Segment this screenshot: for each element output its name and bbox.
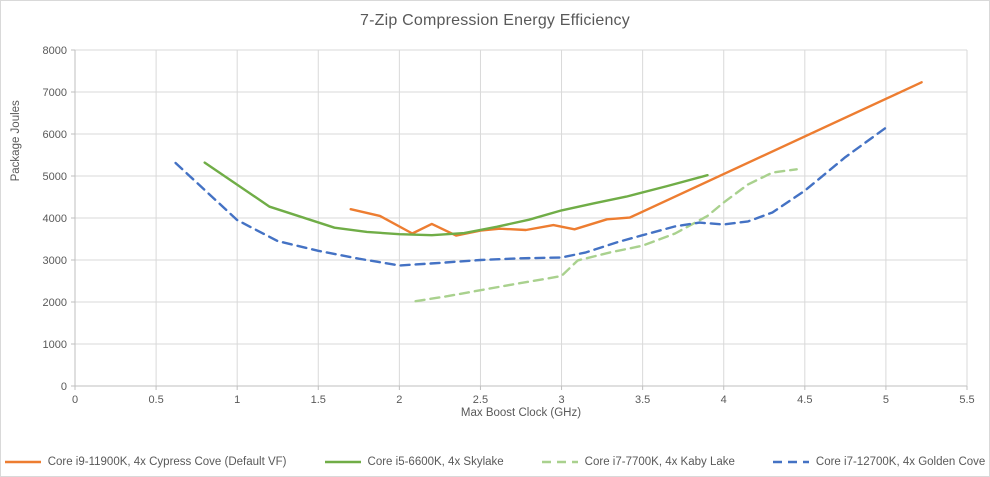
x-tick-label: 0 — [72, 394, 78, 406]
y-tick-label: 8000 — [43, 45, 67, 57]
legend-label: Core i9-11900K, 4x Cypress Cove (Default… — [47, 456, 287, 468]
legend-item: Core i9-11900K, 4x Cypress Cove (Default… — [4, 456, 287, 468]
legend-label: Core i5-6600K, 4x Skylake — [367, 456, 504, 468]
legend-label: Core i7-12700K, 4x Golden Cove — [815, 456, 986, 468]
legend-item: Core i7-12700K, 4x Golden Cove — [772, 456, 986, 468]
x-tick-label: 4.5 — [797, 394, 812, 406]
x-tick-label: 1.5 — [311, 394, 326, 406]
y-tick-label: 3000 — [43, 255, 67, 267]
y-tick-label: 6000 — [43, 129, 67, 141]
series-line — [349, 81, 923, 237]
legend: Core i9-11900K, 4x Cypress Cove (Default… — [1, 456, 989, 468]
x-tick-label: 2 — [396, 394, 402, 406]
gridlines — [75, 49, 968, 386]
axis-lines — [71, 49, 968, 390]
y-tick-label: 2000 — [43, 297, 67, 309]
series-line — [414, 168, 798, 303]
legend-item: Core i5-6600K, 4x Skylake — [324, 456, 504, 468]
y-tick-label: 4000 — [43, 213, 67, 225]
legend-line-swatch — [4, 460, 41, 464]
x-tick-label: 2.5 — [473, 394, 488, 406]
legend-line-swatch — [541, 460, 578, 464]
legend-label: Core i7-7700K, 4x Kaby Lake — [584, 456, 735, 468]
x-tick-label: 5 — [883, 394, 889, 406]
y-axis-title: Package Joules — [10, 100, 22, 182]
x-tick-label: 3 — [558, 394, 564, 406]
x-tick-label: 1 — [234, 394, 240, 406]
legend-line-swatch — [772, 460, 809, 464]
y-tick-label: 1000 — [43, 339, 67, 351]
x-tick-label: 5.5 — [959, 394, 974, 406]
chart-title: 7-Zip Compression Energy Efficiency — [360, 12, 630, 29]
series-line — [203, 161, 709, 237]
x-tick-label: 3.5 — [635, 394, 650, 406]
y-tick-label: 5000 — [43, 171, 67, 183]
legend-item: Core i7-7700K, 4x Kaby Lake — [541, 456, 735, 468]
x-tick-label: 4 — [721, 394, 727, 406]
x-axis-title: Max Boost Clock (GHz) — [460, 407, 582, 419]
x-tick-label: 0.5 — [148, 394, 163, 406]
y-tick-label: 0 — [61, 381, 67, 393]
tick-labels: 0 1000 2000 3000 4000 5000 6000 7000 8000 0 0.5 1 1.… — [43, 45, 975, 406]
legend-line-swatch — [324, 460, 361, 464]
y-tick-label: 7000 — [43, 87, 67, 99]
series-line — [174, 126, 888, 267]
